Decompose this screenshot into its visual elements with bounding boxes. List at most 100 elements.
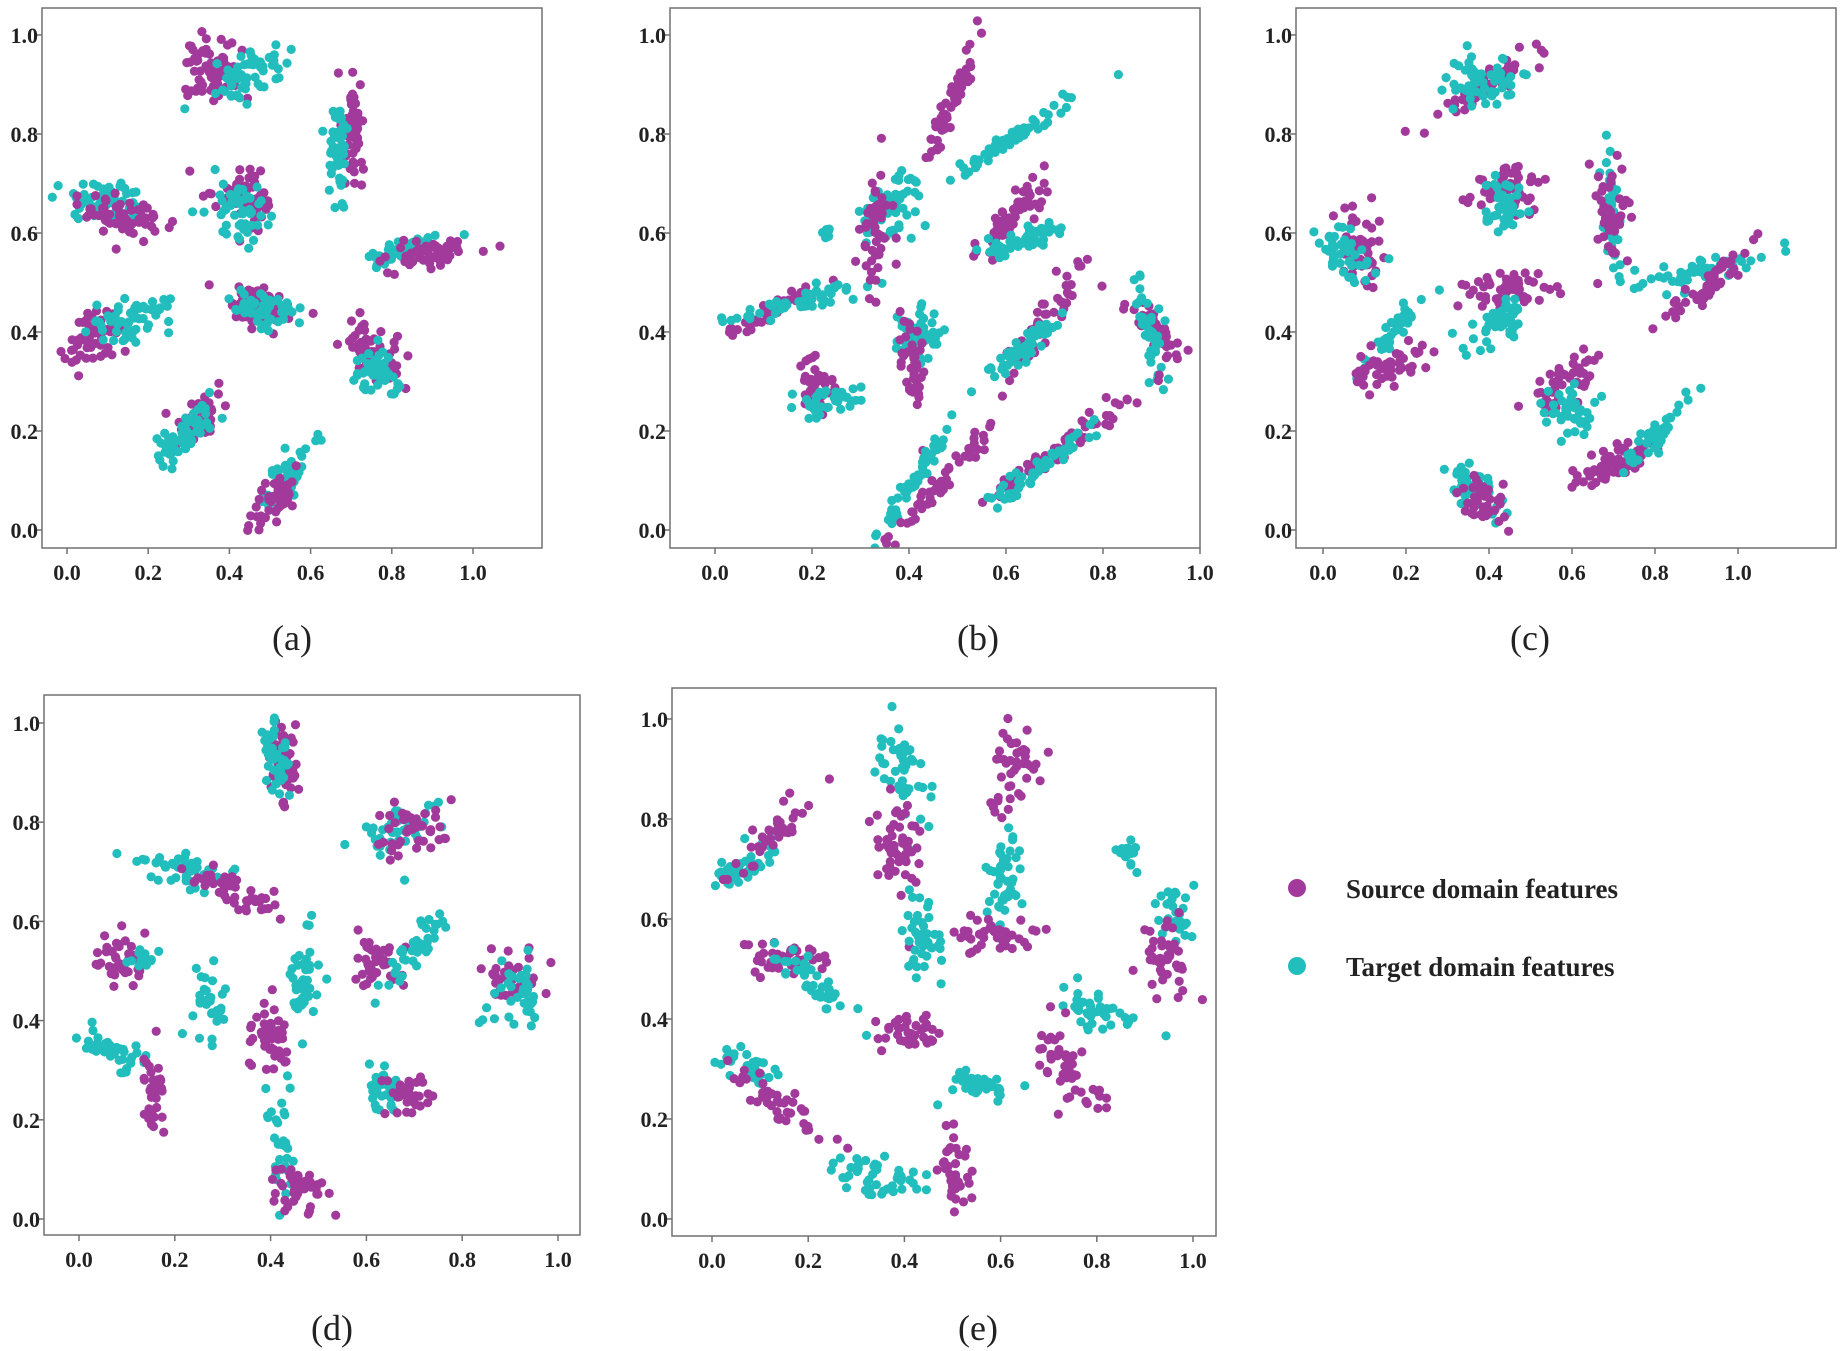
target-point: [1154, 915, 1164, 926]
target-point: [384, 240, 394, 250]
target-point: [848, 294, 858, 304]
source-point: [392, 361, 402, 371]
source-point: [247, 324, 257, 334]
source-point: [1062, 271, 1072, 281]
source-point: [1599, 232, 1609, 242]
target-point: [1519, 69, 1529, 79]
target-point: [264, 301, 275, 311]
source-point: [1606, 207, 1616, 217]
source-point: [1022, 759, 1032, 769]
source-point: [426, 825, 436, 835]
target-point: [897, 1184, 907, 1194]
target-point: [1490, 87, 1500, 97]
target-point: [1646, 274, 1656, 284]
source-point: [1514, 42, 1524, 52]
target-point: [1013, 476, 1024, 486]
target-point: [853, 1004, 863, 1014]
target-point: [370, 998, 380, 1008]
target-point: [894, 223, 904, 233]
source-point: [814, 1134, 824, 1144]
source-point: [270, 1188, 280, 1199]
target-point: [131, 1041, 141, 1051]
target-point: [288, 973, 298, 983]
target-point: [304, 920, 314, 931]
target-point: [153, 451, 163, 461]
source-point: [890, 540, 900, 548]
source-point: [994, 754, 1004, 764]
target-point: [509, 1019, 519, 1029]
source-point: [1022, 181, 1032, 191]
target-point: [186, 858, 196, 869]
target-point: [1400, 304, 1410, 314]
source-point: [348, 148, 358, 158]
source-point: [503, 946, 513, 956]
target-point: [914, 191, 924, 201]
source-point: [912, 326, 922, 336]
target-point: [246, 297, 256, 307]
x-tick-label: 0.6: [297, 560, 325, 585]
source-point: [1533, 177, 1543, 187]
panel-a-caption: (a): [272, 618, 312, 658]
source-point: [1600, 213, 1611, 223]
source-point: [757, 939, 768, 949]
source-point: [389, 269, 399, 279]
source-point: [1021, 746, 1031, 756]
source-point: [1058, 1069, 1068, 1079]
target-point: [239, 194, 249, 204]
source-point: [1499, 164, 1509, 174]
target-point: [1338, 222, 1348, 232]
source-point: [385, 810, 395, 821]
target-point: [349, 375, 359, 385]
target-point: [936, 955, 947, 966]
source-point: [374, 839, 384, 850]
target-point: [929, 441, 939, 451]
target-point: [269, 713, 279, 723]
source-point: [418, 255, 428, 265]
source-point: [1347, 201, 1358, 211]
source-point: [185, 166, 195, 176]
cluster-target: [983, 308, 1067, 382]
source-point: [1545, 369, 1555, 379]
source-point: [1162, 916, 1172, 926]
target-point: [992, 503, 1003, 513]
target-point: [983, 492, 993, 502]
source-point: [1387, 372, 1397, 382]
target-point: [123, 319, 133, 329]
source-point: [1010, 185, 1021, 195]
target-point: [871, 531, 881, 541]
source-point: [331, 1210, 341, 1220]
source-point: [1076, 1087, 1086, 1097]
target-point: [994, 902, 1005, 912]
source-point: [380, 1109, 390, 1119]
target-point: [1551, 408, 1561, 418]
target-point: [804, 399, 814, 409]
cluster-target: [349, 335, 405, 399]
source-point: [346, 92, 356, 102]
target-point: [981, 862, 991, 873]
target-point: [227, 80, 237, 90]
target-point: [380, 375, 390, 385]
source-point: [100, 931, 110, 941]
source-point: [431, 805, 441, 816]
target-point: [280, 742, 290, 752]
source-point: [972, 16, 983, 26]
target-point: [1058, 89, 1068, 99]
source-point: [901, 1011, 912, 1022]
source-point: [1460, 105, 1470, 115]
source-point: [1065, 1092, 1075, 1102]
target-point: [1481, 327, 1491, 337]
source-point: [67, 357, 77, 367]
target-point: [911, 177, 921, 187]
source-point: [1740, 248, 1750, 258]
source-point: [1513, 173, 1523, 183]
source-point: [1173, 992, 1183, 1003]
target-point: [126, 956, 137, 966]
source-point: [267, 985, 277, 995]
target-point: [284, 790, 294, 800]
source-point: [1591, 477, 1601, 488]
source-point: [355, 308, 365, 318]
target-point: [1569, 403, 1580, 413]
target-point: [247, 207, 257, 217]
cluster-target: [826, 1151, 932, 1200]
source-point: [1585, 471, 1595, 481]
